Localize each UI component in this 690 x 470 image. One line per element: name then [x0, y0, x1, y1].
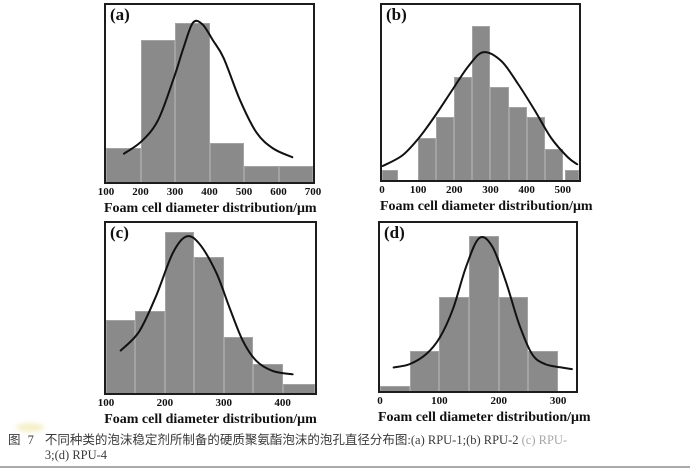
x-axis-label-d: Foam cell diameter distribution/μm	[378, 410, 591, 425]
histogram-bar	[528, 350, 559, 391]
x-tick-label: 500	[235, 186, 253, 198]
plot-frame-d: (d)	[378, 221, 578, 393]
histogram-bar	[544, 148, 563, 180]
x-tick-label: 700	[304, 186, 322, 198]
subplot-label-a: (a)	[110, 5, 130, 24]
x-axis-label-a: Foam cell diameter distribution/μm	[104, 201, 317, 216]
x-axis-ticks-a: 100 200 300 400 500 600 700	[98, 186, 322, 199]
x-tick-label: 300	[166, 186, 184, 198]
x-axis-ticks-d: 0 100 200 300	[377, 395, 578, 408]
histogram-bar	[454, 76, 473, 180]
histogram-bar	[175, 22, 210, 182]
histogram-bar	[278, 166, 313, 182]
x-tick-label: 100	[409, 184, 427, 196]
subplot-d: (d) 0 100 200 300 Foam cell diameter distri…	[377, 221, 591, 426]
plot-frame-c: (c)	[104, 221, 317, 395]
x-tick-label: 0	[379, 184, 385, 196]
caption-line1-faded: (c) RPU-	[521, 433, 568, 447]
subplot-label-c: (c)	[110, 223, 129, 242]
histogram-bar	[469, 236, 499, 391]
histogram-bar	[409, 350, 440, 391]
x-tick-label: 600	[270, 186, 287, 198]
histogram-bar	[106, 319, 136, 393]
x-tick-label: 300	[215, 397, 232, 409]
histogram-bar	[382, 169, 399, 180]
subplot-label-b: (b)	[386, 5, 407, 24]
x-tick-label: 300	[549, 395, 567, 407]
histogram-bars-d	[380, 223, 576, 391]
subplot-b: (b) 0 100 200 300 400 500 Foam cell diameter …	[379, 3, 593, 215]
x-tick-label: 400	[518, 184, 535, 196]
subplot-a: (a) 100 200 300 400 500 600 700 Foam cell diam…	[98, 3, 322, 217]
histogram-bar	[418, 138, 437, 180]
histogram-bar	[209, 143, 244, 182]
x-tick-label: 100	[97, 397, 115, 409]
histogram-bar	[164, 231, 195, 393]
x-tick-label: 100	[431, 395, 448, 407]
histogram-bar	[472, 26, 491, 180]
x-tick-label: 200	[490, 395, 508, 407]
x-tick-label: 500	[554, 184, 571, 196]
scan-artifact	[16, 423, 44, 432]
x-axis-ticks-b: 0 100 200 300 400 500	[379, 184, 581, 197]
plot-frame-b: (b)	[380, 3, 581, 182]
histogram-bar	[140, 40, 175, 182]
plot-frame-a: (a)	[104, 3, 315, 184]
histogram-bar	[223, 336, 254, 393]
histogram-bar	[380, 385, 410, 391]
x-tick-label: 0	[377, 395, 383, 407]
histogram-bar	[106, 148, 141, 182]
histogram-bar	[135, 311, 165, 393]
x-tick-label: 400	[274, 397, 291, 409]
histogram-bar	[253, 364, 283, 393]
caption-line1: 不同种类的泡沫稳定剂所制备的硬质聚氨酯泡沫的泡孔直径分布图:(a) RPU-1;…	[44, 433, 519, 447]
histogram-bar	[194, 257, 224, 393]
x-axis-ticks-c: 100 200 300 400	[98, 397, 317, 410]
histogram-bar	[436, 117, 455, 180]
caption-body: 不同种类的泡沫稳定剂所制备的硬质聚氨酯泡沫的泡孔直径分布图:(a) RPU-1;…	[45, 433, 684, 463]
x-axis-label-b: Foam cell diameter distribution/μm	[380, 199, 593, 214]
x-tick-label: 300	[482, 184, 499, 196]
histogram-bar	[526, 117, 545, 180]
page-edge-line	[0, 466, 690, 468]
histogram-bar	[282, 383, 315, 393]
histogram-bars-c	[106, 223, 315, 393]
caption-figure-number: 图 7	[8, 433, 36, 447]
histogram-bar	[508, 106, 527, 180]
x-axis-label-c: Foam cell diameter distribution/μm	[104, 412, 317, 427]
subplot-c: (c) 100 200 300 400 Foam cell diameter dist…	[98, 221, 317, 428]
figure-caption: 图 7 不同种类的泡沫稳定剂所制备的硬质聚氨酯泡沫的泡孔直径分布图:(a) RP…	[8, 433, 684, 463]
x-tick-label: 200	[446, 184, 463, 196]
histogram-bar	[564, 169, 579, 180]
x-tick-label: 200	[156, 397, 174, 409]
histogram-bars-b	[382, 5, 579, 180]
subplot-label-d: (d)	[384, 223, 405, 242]
x-tick-label: 200	[132, 186, 149, 198]
x-tick-label: 400	[201, 186, 218, 198]
histogram-bars-a	[106, 5, 313, 182]
caption-line2: 3;(d) RPU-4	[44, 448, 108, 462]
histogram-bar	[498, 296, 529, 391]
histogram-bar	[244, 166, 279, 182]
x-tick-label: 100	[97, 186, 115, 198]
histogram-bar	[439, 296, 470, 391]
histogram-bar	[490, 87, 509, 180]
